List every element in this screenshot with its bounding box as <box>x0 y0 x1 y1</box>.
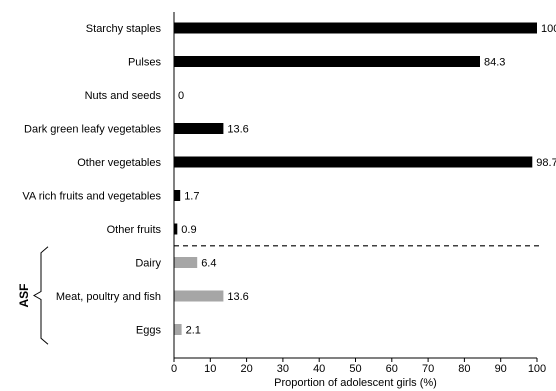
x-tick-label-10: 10 <box>204 363 216 375</box>
value-label-dark-green-leafy-vegetables: 13.6 <box>227 124 248 136</box>
x-tick-label-30: 30 <box>277 363 289 375</box>
x-tick-label-40: 40 <box>313 363 325 375</box>
value-label-dairy: 6.4 <box>201 258 216 270</box>
bar-va-rich-fruits-and-vegetables <box>174 190 181 201</box>
x-tick-label-50: 50 <box>349 363 361 375</box>
category-label-starchy-staples: Starchy staples <box>86 23 162 35</box>
x-tick-label-90: 90 <box>495 363 507 375</box>
x-tick-label-100: 100 <box>528 363 546 375</box>
category-label-other-fruits: Other fruits <box>107 224 162 236</box>
x-axis-title: Proportion of adolescent girls (%) <box>274 377 437 389</box>
bars-group <box>174 22 537 335</box>
bar-dairy <box>174 257 198 268</box>
bar-meat-poultry-and-fish <box>174 290 224 302</box>
category-label-pulses: Pulses <box>128 57 162 69</box>
category-label-dark-green-leafy-vegetables: Dark green leafy vegetables <box>24 124 161 136</box>
category-label-nuts-and-seeds: Nuts and seeds <box>85 90 162 102</box>
category-label-va-rich-fruits-and-vegetables: VA rich fruits and vegetables <box>22 191 161 203</box>
value-label-other-fruits: 0.9 <box>181 224 196 236</box>
value-label-nuts-and-seeds: 0 <box>178 90 184 102</box>
asf-bracket-label: ASF <box>17 284 31 308</box>
value-label-starchy-staples: 100 <box>541 23 556 35</box>
category-label-dairy: Dairy <box>135 258 161 270</box>
x-axis: 0 10 20 30 40 50 60 70 80 90 100 <box>171 357 546 375</box>
x-tick-label-70: 70 <box>422 363 434 375</box>
bar-other-fruits <box>174 223 178 235</box>
category-label-meat-poultry-and-fish: Meat, poultry and fish <box>56 291 161 303</box>
bar-pulses <box>174 56 480 67</box>
x-tick-label-80: 80 <box>458 363 470 375</box>
category-label-eggs: Eggs <box>136 325 162 337</box>
value-label-va-rich-fruits-and-vegetables: 1.7 <box>184 191 199 203</box>
value-labels: 100 84.3 0 13.6 98.7 1.7 0.9 6.4 13.6 2.1 <box>178 23 556 337</box>
value-label-other-vegetables: 98.7 <box>536 157 556 169</box>
value-label-meat-poultry-and-fish: 13.6 <box>227 291 248 303</box>
asf-bracket <box>32 246 49 345</box>
x-tick-label-0: 0 <box>171 363 177 375</box>
bar-eggs <box>174 324 182 335</box>
value-label-pulses: 84.3 <box>484 57 505 69</box>
value-label-eggs: 2.1 <box>186 325 201 337</box>
bar-dark-green-leafy-vegetables <box>174 123 224 134</box>
x-tick-label-20: 20 <box>240 363 252 375</box>
category-label-other-vegetables: Other vegetables <box>77 157 161 169</box>
category-labels: Starchy staples Pulses Nuts and seeds Dark … <box>22 23 161 337</box>
x-tick-label-60: 60 <box>386 363 398 375</box>
bar-other-vegetables <box>174 156 533 168</box>
bar-starchy-staples <box>174 22 537 34</box>
